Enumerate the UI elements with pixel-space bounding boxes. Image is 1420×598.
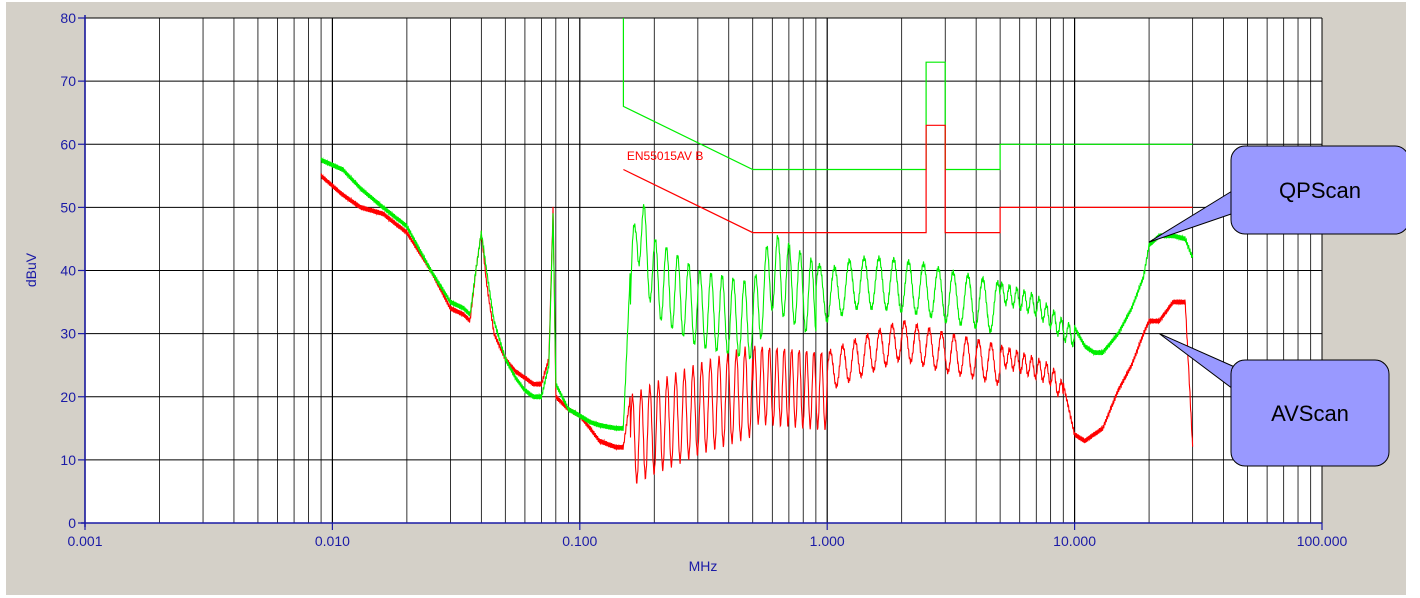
callout-label: QPScan (1279, 178, 1361, 203)
callout-joint (1232, 189, 1239, 211)
callouts: QPScan AVScan (1148, 145, 1406, 467)
series-line (320, 157, 1194, 432)
x-tick-label: 0.010 (315, 533, 350, 549)
x-tick-label: 10.000 (1053, 533, 1096, 549)
y-axis-title: dBuV (23, 252, 39, 287)
y-tick-label: 40 (60, 263, 76, 279)
y-tick-label: 60 (60, 136, 76, 152)
limit-line (622, 18, 1193, 171)
series-lines (320, 157, 1194, 484)
y-tick-label: 10 (60, 452, 76, 468)
tick-labels: 0 10 20 30 40 50 60 70 80 0.001 0.010 0.100 1.000 10.… (60, 10, 1347, 549)
x-tick-label: 0.100 (562, 533, 597, 549)
y-tick-label: 0 (68, 515, 76, 531)
chart-window: EN55015AV B 0 10 20 30 40 50 60 70 80 0.001 0.010 0… (6, 2, 1406, 595)
axes (78, 15, 1323, 530)
series-line (320, 173, 1194, 484)
y-tick-label: 80 (60, 10, 76, 26)
limit-line-label: EN55015AV B (627, 149, 704, 163)
x-tick-label: 1.000 (810, 533, 845, 549)
callout-box (1230, 145, 1406, 235)
y-tick-label: 20 (60, 389, 76, 405)
y-tick-label: 30 (60, 326, 76, 342)
callout-avscan: AVScan (1158, 333, 1390, 467)
limit-lines: EN55015AV B (622, 18, 1193, 234)
limit-line (623, 124, 1193, 234)
y-tick-label: 70 (60, 73, 76, 89)
callout-box (1230, 359, 1390, 467)
x-axis-title: MHz (689, 558, 718, 574)
x-tick-label: 100.000 (1297, 533, 1348, 549)
y-tick-label: 50 (60, 199, 76, 215)
x-tick-label: 0.001 (67, 533, 102, 549)
callout-qpscan: QPScan (1148, 145, 1406, 243)
callout-label: AVScan (1271, 401, 1349, 426)
callout-joint (1232, 369, 1239, 391)
